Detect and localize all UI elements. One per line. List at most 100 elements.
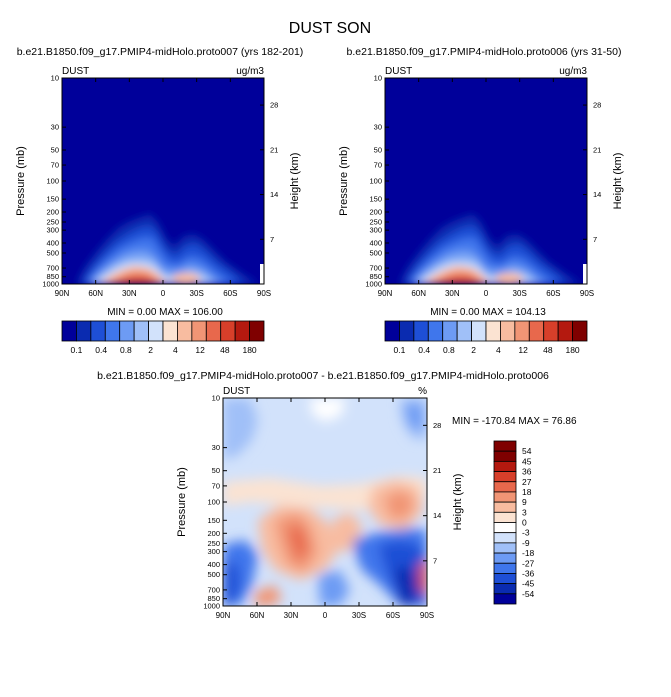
colorbar-swatch bbox=[442, 320, 458, 342]
y-tick-label: 200 bbox=[207, 529, 220, 538]
x-tick-label: 30S bbox=[190, 289, 204, 298]
colorbar-swatch bbox=[119, 320, 135, 342]
colorbar-label: -18 bbox=[522, 548, 535, 558]
colorbar-swatch bbox=[493, 460, 517, 472]
y-axis-right-title: Height (km) bbox=[452, 474, 464, 531]
y-tick-label: 100 bbox=[207, 498, 220, 507]
colorbar-swatch bbox=[493, 471, 517, 483]
y-axis-title: Pressure (mb) bbox=[338, 146, 350, 216]
y-tick-label: 850 bbox=[207, 594, 220, 603]
x-tick-label: 30S bbox=[352, 611, 366, 620]
colorbar-label: 2 bbox=[471, 345, 476, 355]
y-tick-label: 500 bbox=[207, 570, 220, 579]
panel-a-field bbox=[62, 78, 264, 284]
y-tick-label: 70 bbox=[212, 481, 220, 490]
colorbar-swatch bbox=[413, 320, 429, 342]
y-tick-label: 150 bbox=[46, 195, 59, 204]
y-tick-label: 70 bbox=[51, 161, 59, 170]
colorbar-label: 0.4 bbox=[418, 345, 430, 355]
colorbar-swatch bbox=[456, 320, 472, 342]
panel-b-units: ug/m3 bbox=[559, 66, 587, 77]
colorbar-swatch bbox=[493, 542, 517, 554]
height-tick-label: 21 bbox=[270, 145, 278, 154]
y-tick-label: 700 bbox=[369, 264, 382, 273]
x-tick-label: 90N bbox=[216, 611, 231, 620]
colorbar-swatch bbox=[133, 320, 149, 342]
y-tick-label: 700 bbox=[207, 585, 220, 594]
colorbar-swatch bbox=[493, 511, 517, 523]
colorbar-swatch bbox=[148, 320, 164, 342]
height-tick-label: 21 bbox=[593, 145, 601, 154]
colorbar-label: 18 bbox=[522, 487, 532, 497]
colorbar-label: 48 bbox=[543, 345, 553, 355]
x-tick-label: 30N bbox=[122, 289, 137, 298]
colorbar-label: -54 bbox=[522, 589, 535, 599]
x-tick-label: 90S bbox=[580, 289, 594, 298]
panel-c: b.e21.B1850.f09_g17.PMIP4-midHolo.proto0… bbox=[97, 370, 577, 620]
colorbar-swatch bbox=[104, 320, 121, 342]
height-tick-label: 28 bbox=[270, 101, 278, 110]
colorbar-swatch bbox=[543, 320, 559, 342]
panel-a-units: ug/m3 bbox=[236, 66, 264, 77]
colorbar-label: 3 bbox=[522, 507, 527, 517]
y-axis-right-title: Height (km) bbox=[289, 153, 301, 210]
colorbar-swatch bbox=[61, 320, 77, 342]
y-tick-label: 50 bbox=[51, 145, 59, 154]
colorbar-swatch bbox=[514, 320, 530, 342]
x-tick-label: 60S bbox=[546, 289, 560, 298]
y-axis-title: Pressure (mb) bbox=[176, 467, 188, 537]
x-tick-label: 90S bbox=[420, 611, 434, 620]
colorbar-swatch bbox=[493, 481, 517, 493]
colorbar-label: 27 bbox=[522, 477, 532, 487]
x-tick-label: 0 bbox=[484, 289, 489, 298]
colorbar-swatch bbox=[177, 320, 193, 342]
colorbar-label: 4 bbox=[496, 345, 501, 355]
colorbar-swatch bbox=[493, 450, 517, 462]
colorbar-swatch bbox=[234, 320, 250, 342]
colorbar-swatch bbox=[572, 320, 588, 342]
colorbar-label: 0.8 bbox=[120, 345, 132, 355]
page-title: DUST SON bbox=[289, 20, 371, 37]
colorbar-swatch bbox=[191, 320, 207, 342]
y-tick-label: 150 bbox=[207, 516, 220, 525]
colorbar-swatch bbox=[399, 320, 415, 342]
colorbar-label: -9 bbox=[522, 538, 530, 548]
height-tick-label: 28 bbox=[593, 101, 601, 110]
y-tick-label: 850 bbox=[46, 272, 59, 281]
x-tick-label: 90S bbox=[257, 289, 271, 298]
colorbar-label: -3 bbox=[522, 528, 530, 538]
colorbar-label: -27 bbox=[522, 558, 535, 568]
y-tick-label: 10 bbox=[374, 74, 382, 83]
height-tick-label: 7 bbox=[593, 235, 597, 244]
colorbar-swatch bbox=[493, 583, 517, 595]
x-tick-label: 60N bbox=[88, 289, 103, 298]
height-tick-label: 14 bbox=[433, 511, 441, 520]
panel-a-title: b.e21.B1850.f09_g17.PMIP4-midHolo.proto0… bbox=[17, 46, 304, 58]
x-tick-label: 90N bbox=[55, 289, 70, 298]
y-tick-label: 200 bbox=[369, 208, 382, 217]
y-tick-label: 400 bbox=[46, 239, 59, 248]
y-tick-label: 400 bbox=[207, 560, 220, 569]
y-tick-label: 100 bbox=[369, 177, 382, 186]
colorbar-label: 180 bbox=[242, 345, 256, 355]
panel-b-stats: MIN = 0.00 MAX = 104.13 bbox=[430, 307, 546, 318]
colorbar-swatch bbox=[493, 440, 517, 452]
x-tick-label: 90N bbox=[378, 289, 393, 298]
panel-a-left-label: DUST bbox=[62, 66, 89, 77]
colorbar-swatch bbox=[493, 573, 517, 585]
colorbar-swatch bbox=[471, 320, 487, 342]
x-tick-label: 30S bbox=[513, 289, 527, 298]
y-tick-label: 100 bbox=[46, 177, 59, 186]
y-tick-label: 30 bbox=[51, 123, 59, 132]
y-tick-label: 1000 bbox=[365, 280, 382, 289]
y-tick-label: 30 bbox=[374, 123, 382, 132]
y-tick-label: 10 bbox=[51, 74, 59, 83]
colorbar-swatch bbox=[76, 320, 92, 342]
colorbar-swatch bbox=[493, 532, 517, 544]
y-tick-label: 250 bbox=[207, 539, 220, 548]
colorbar-label: 45 bbox=[522, 456, 532, 466]
y-tick-label: 200 bbox=[46, 208, 59, 217]
panel-c-stats: MIN = -170.84 MAX = 76.86 bbox=[452, 416, 577, 427]
y-tick-label: 70 bbox=[374, 161, 382, 170]
y-tick-label: 50 bbox=[374, 145, 382, 154]
